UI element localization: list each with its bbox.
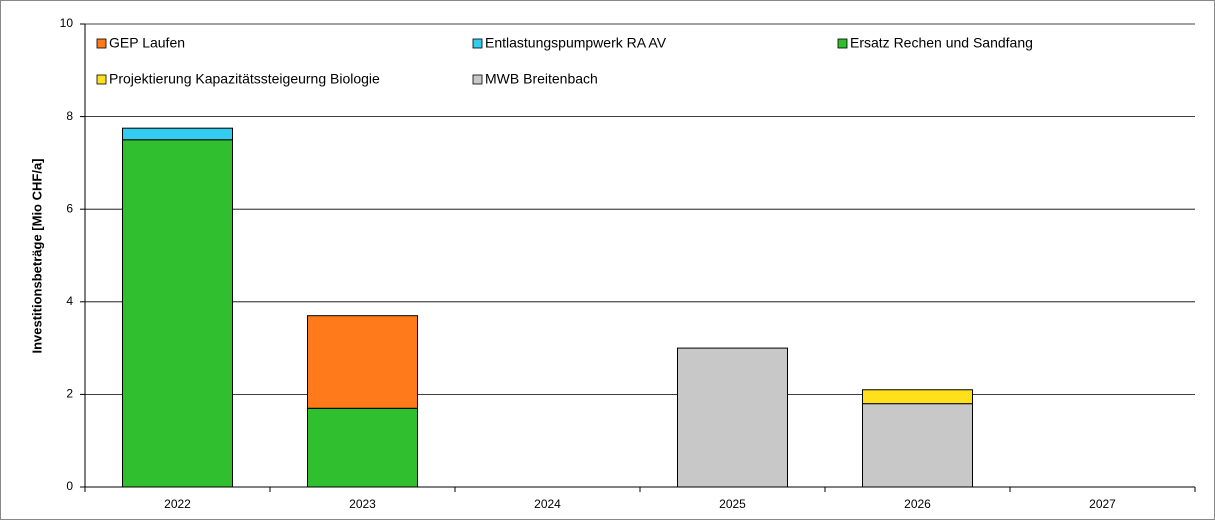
y-tick-label: 8 [66,109,73,123]
x-tick-label: 2026 [904,497,931,511]
y-tick-label: 2 [66,387,73,401]
legend-swatch [96,38,107,49]
y-tick-label: 0 [66,479,73,493]
bar-segment [307,407,418,488]
legend-swatch [472,74,483,85]
x-tick-label: 2027 [1089,497,1116,511]
bar-segment [307,315,418,409]
bar-segment [122,127,233,141]
legend-swatch [96,74,107,85]
legend-label: Projektierung Kapazitätssteigeurng Biolo… [109,71,380,87]
bar-segment [677,347,788,488]
y-tick-label: 6 [66,201,73,215]
y-tick-label: 10 [60,16,74,30]
legend-label: Entlastungspumpwerk RA AV [485,35,667,51]
bar-segment [862,403,973,488]
bar-segment [122,139,233,488]
x-tick-label: 2025 [719,497,746,511]
legend-label: Ersatz Rechen und Sandfang [850,35,1033,51]
x-tick-label: 2024 [534,497,561,511]
bar-segment [862,389,973,405]
y-axis-label: Investitionsbeträge [Mio CHF/a] [29,158,44,353]
x-tick-label: 2023 [349,497,376,511]
y-tick-label: 4 [66,294,73,308]
legend-label: GEP Laufen [109,35,185,51]
legend-swatch [472,38,483,49]
x-tick-label: 2022 [164,497,191,511]
legend-swatch [837,38,848,49]
legend-label: MWB Breitenbach [485,71,598,87]
